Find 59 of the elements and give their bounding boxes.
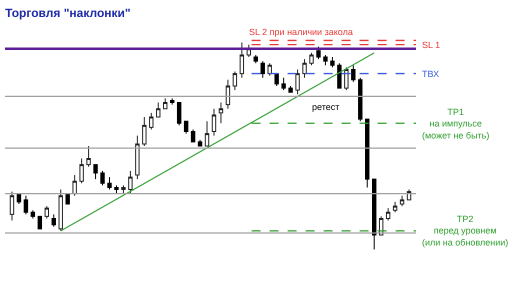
candlestick bbox=[274, 73, 279, 86]
candlestick bbox=[24, 195, 28, 215]
candlestick bbox=[330, 56, 335, 68]
candlestick bbox=[358, 77, 362, 122]
candlestick bbox=[170, 98, 174, 106]
candlestick bbox=[372, 178, 376, 250]
candlestick bbox=[114, 184, 119, 194]
candlestick bbox=[386, 208, 390, 222]
candlestick bbox=[135, 135, 140, 180]
ref-line-label: SL 1 bbox=[422, 40, 440, 50]
candlestick bbox=[323, 54, 328, 66]
candlestick bbox=[72, 174, 77, 196]
candlestick bbox=[79, 158, 84, 184]
candlestick bbox=[268, 62, 272, 76]
candlestick bbox=[93, 164, 98, 180]
ref-line-label: ТВХ bbox=[422, 69, 440, 79]
candlestick bbox=[226, 79, 230, 110]
candlestick bbox=[10, 191, 14, 222]
candlestick bbox=[400, 195, 404, 207]
ref-line-label: SL 2 при наличии закола bbox=[249, 27, 353, 37]
ref-line-label: TP2 перед уровнем (или на обновлении) bbox=[422, 214, 508, 248]
candlestick bbox=[392, 201, 398, 213]
candlestick bbox=[254, 54, 258, 64]
candlestick bbox=[44, 206, 49, 219]
candlestick bbox=[121, 184, 126, 194]
candlestick bbox=[288, 86, 293, 93]
candlestick bbox=[204, 120, 210, 147]
ref-line-label: TP1 на импульсе (может не быть) bbox=[422, 107, 490, 140]
candlestick bbox=[295, 68, 300, 95]
candlestick bbox=[52, 214, 56, 228]
candlestick bbox=[309, 52, 314, 66]
candlestick bbox=[212, 108, 216, 136]
candlestick bbox=[302, 58, 307, 78]
candlestick bbox=[142, 116, 147, 147]
candlestick bbox=[163, 98, 168, 110]
candlestick bbox=[30, 210, 36, 219]
candlestick bbox=[86, 146, 91, 168]
candlestick bbox=[344, 66, 349, 91]
chart-title: Торговля "наклонки" bbox=[5, 6, 131, 20]
candlestick bbox=[281, 77, 286, 91]
candlestick bbox=[260, 60, 265, 78]
candlestick bbox=[337, 62, 342, 89]
candlestick bbox=[58, 189, 63, 232]
candlestick bbox=[240, 42, 244, 78]
candlestick bbox=[107, 176, 112, 190]
candlestick bbox=[184, 120, 188, 134]
candlestick bbox=[218, 102, 224, 124]
candlestick bbox=[100, 170, 105, 186]
candlestick bbox=[351, 64, 356, 82]
candlestick bbox=[156, 102, 160, 118]
candlestick bbox=[128, 170, 133, 194]
candlestick bbox=[38, 216, 42, 230]
candlestick bbox=[198, 139, 202, 147]
candlestick bbox=[365, 118, 370, 188]
candlestick bbox=[190, 128, 196, 142]
candlestick bbox=[176, 102, 182, 126]
candlestick bbox=[149, 112, 154, 130]
candlestick bbox=[232, 71, 238, 91]
annotation: ретест bbox=[312, 102, 340, 112]
